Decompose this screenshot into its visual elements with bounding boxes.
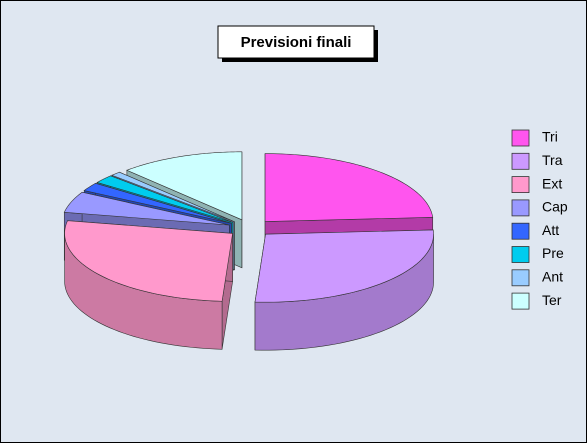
legend-label: Tra: [542, 152, 563, 168]
slice-top: [126, 151, 243, 221]
legend-label: Cap: [542, 199, 568, 215]
legend-swatch: [511, 292, 530, 310]
legend-label: Ext: [542, 175, 562, 191]
legend-label: Att: [542, 222, 559, 238]
slice-top: [96, 175, 234, 223]
legend-label: Ter: [542, 292, 562, 308]
pie: [63, 151, 434, 351]
slice-top: [64, 220, 233, 302]
legend-swatch: [511, 269, 530, 287]
pie-slice: [254, 229, 434, 351]
pie-slice: [64, 220, 233, 350]
legend-swatch: [511, 129, 530, 147]
slice-top: [83, 182, 232, 224]
legend-swatch: [511, 246, 530, 263]
legend-label: Pre: [542, 245, 564, 261]
legend-label: Tri: [542, 129, 558, 145]
slice-top: [111, 171, 235, 223]
legend-swatch: [511, 199, 530, 217]
title-box: [217, 25, 375, 59]
legend-swatch: [511, 176, 530, 194]
slice-top: [264, 153, 434, 222]
slice-top: [254, 229, 434, 303]
legend-label: Ant: [542, 269, 563, 285]
slice-top: [63, 191, 230, 226]
legend-swatch: [511, 222, 530, 240]
chart-title: Previsioni finali: [241, 34, 352, 51]
legend-swatch: [511, 152, 530, 170]
